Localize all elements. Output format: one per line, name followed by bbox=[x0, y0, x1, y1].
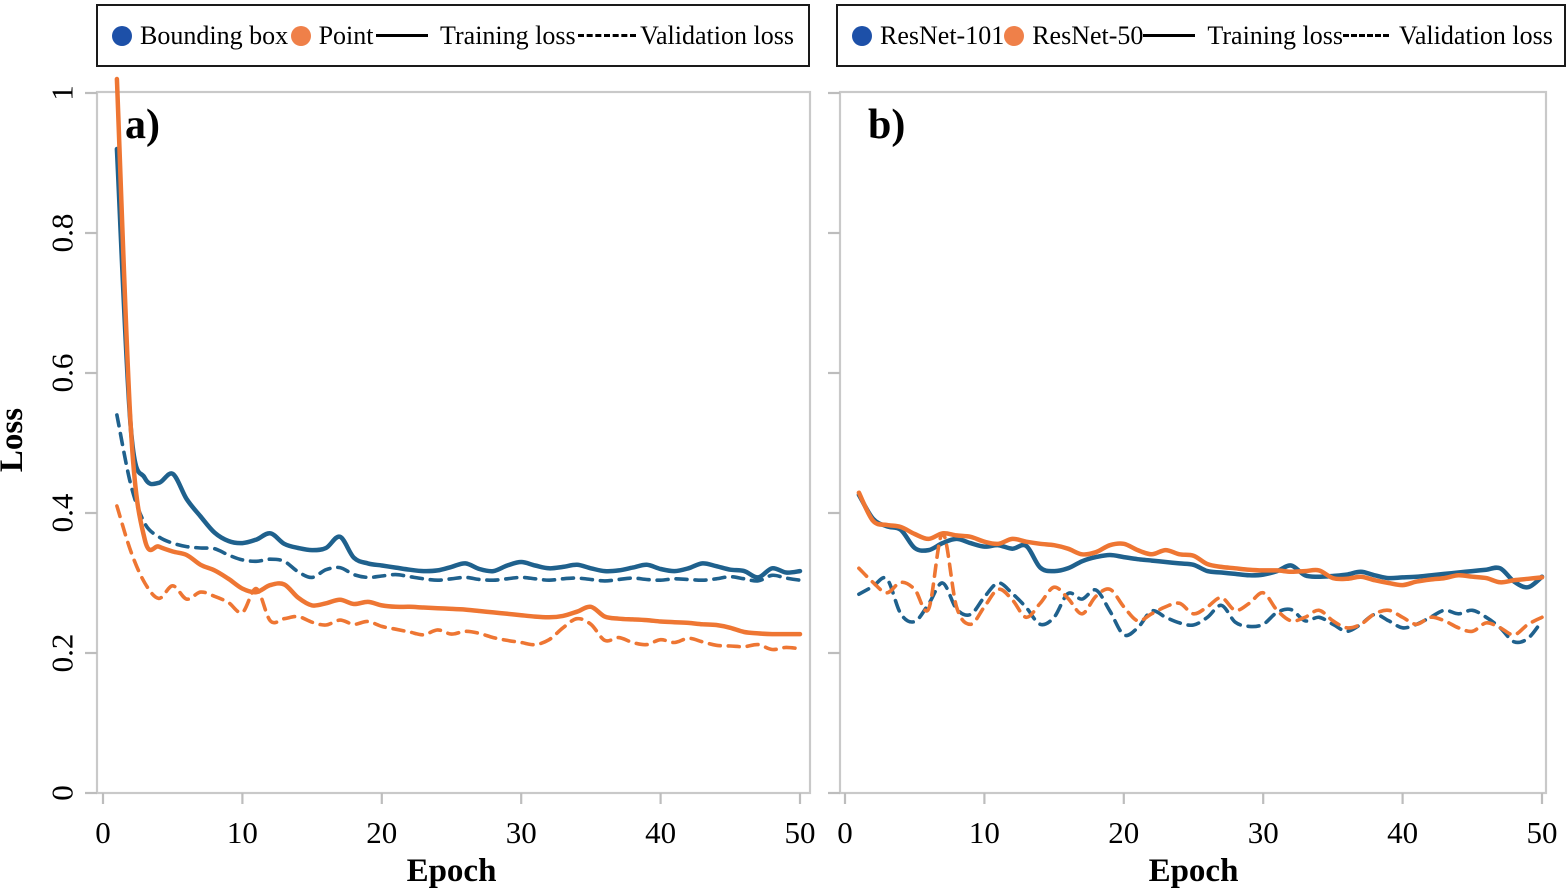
legend-label-point: Point bbox=[318, 20, 374, 50]
series-group bbox=[114, 76, 803, 652]
x-axis-title: Epoch bbox=[407, 853, 497, 889]
legend-panel-a: Bounding box Point Training loss Validat… bbox=[96, 4, 810, 67]
legend-label-validation-loss-b: Validation loss bbox=[1398, 20, 1553, 50]
x-tick-label: 10 bbox=[227, 815, 258, 850]
series-line-resnet-101-training-loss bbox=[856, 492, 1545, 590]
x-tick-label: 0 bbox=[95, 815, 111, 850]
legend-item-validation-loss-a: Validation loss bbox=[578, 21, 794, 51]
legend-label-training-loss-b: Training loss bbox=[1207, 20, 1343, 50]
x-tick-label: 0 bbox=[837, 815, 853, 850]
panel-a: 0 10 20 30 40 50 0 0.2 0.4 0.6 0.8 1 Epoch Loss a) bbox=[0, 76, 816, 889]
series-line-bounding-box-validation-loss bbox=[115, 413, 802, 583]
x-tick-label: 10 bbox=[969, 815, 1000, 850]
legend-label-resnet-50: ResNet-50 bbox=[1032, 20, 1144, 50]
panel-b: 0 10 20 30 40 50 Epoch b) bbox=[828, 90, 1558, 889]
series-group bbox=[856, 490, 1545, 645]
y-tick-label: 0.8 bbox=[45, 214, 80, 253]
x-tick-label: 40 bbox=[1387, 815, 1418, 850]
dashed-line-icon bbox=[1342, 34, 1389, 37]
legend-item-training-loss-a: Training loss bbox=[376, 21, 576, 51]
x-tick-label: 30 bbox=[506, 815, 537, 850]
legend-label-training-loss-a: Training loss bbox=[440, 20, 576, 50]
legend-item-bounding-box: Bounding box bbox=[112, 21, 288, 51]
legend-item-resnet-50: ResNet-50 bbox=[1004, 21, 1143, 51]
series-line-resnet-50-training-loss bbox=[856, 490, 1545, 588]
legend-panel-b: ResNet-101 ResNet-50 Training loss Valid… bbox=[836, 4, 1566, 67]
solid-line-icon bbox=[1143, 34, 1196, 37]
x-tick-label: 40 bbox=[645, 815, 676, 850]
y-tick-label: 0.2 bbox=[45, 634, 80, 673]
legend-label-bounding-box: Bounding box bbox=[140, 20, 289, 50]
series-line-point-training-loss bbox=[114, 76, 803, 637]
point-dot-icon bbox=[290, 25, 311, 46]
y-tick-label: 0.4 bbox=[45, 493, 80, 532]
series-line-point-validation-loss bbox=[115, 504, 802, 652]
x-tick-label: 50 bbox=[785, 815, 816, 850]
y-axis-title: Loss bbox=[0, 408, 30, 472]
y-tick-label: 0.6 bbox=[45, 354, 80, 393]
panel-letter: b) bbox=[868, 102, 905, 148]
solid-line-icon bbox=[376, 34, 429, 37]
legend-item-resnet-101: ResNet-101 bbox=[852, 21, 1004, 51]
x-axis-title: Epoch bbox=[1149, 853, 1239, 889]
y-tick-label: 1 bbox=[45, 85, 80, 101]
panel-letter: a) bbox=[125, 102, 160, 148]
legend-label-validation-loss-a: Validation loss bbox=[640, 20, 794, 50]
legend-item-validation-loss-b: Validation loss bbox=[1342, 20, 1553, 51]
plot-border bbox=[838, 90, 1548, 795]
legend-item-training-loss-b: Training loss bbox=[1143, 21, 1343, 51]
resnet-50-dot-icon bbox=[1004, 25, 1025, 46]
series-line-resnet-101-validation-loss bbox=[857, 575, 1544, 645]
dashed-line-icon bbox=[578, 34, 637, 37]
series-line-bounding-box-training-loss bbox=[114, 146, 803, 580]
series-line-resnet-50-validation-loss bbox=[857, 531, 1544, 637]
legend-item-point: Point bbox=[290, 20, 374, 51]
plot-border bbox=[95, 90, 812, 795]
y-tick-label: 0 bbox=[45, 785, 80, 801]
legend-label-resnet-101: ResNet-101 bbox=[880, 20, 1005, 50]
resnet-101-dot-icon bbox=[852, 25, 872, 46]
x-tick-label: 20 bbox=[366, 815, 397, 850]
x-tick-label: 50 bbox=[1527, 815, 1558, 850]
x-tick-label: 30 bbox=[1248, 815, 1279, 850]
bounding-box-dot-icon bbox=[112, 25, 132, 46]
x-tick-label: 20 bbox=[1108, 815, 1139, 850]
